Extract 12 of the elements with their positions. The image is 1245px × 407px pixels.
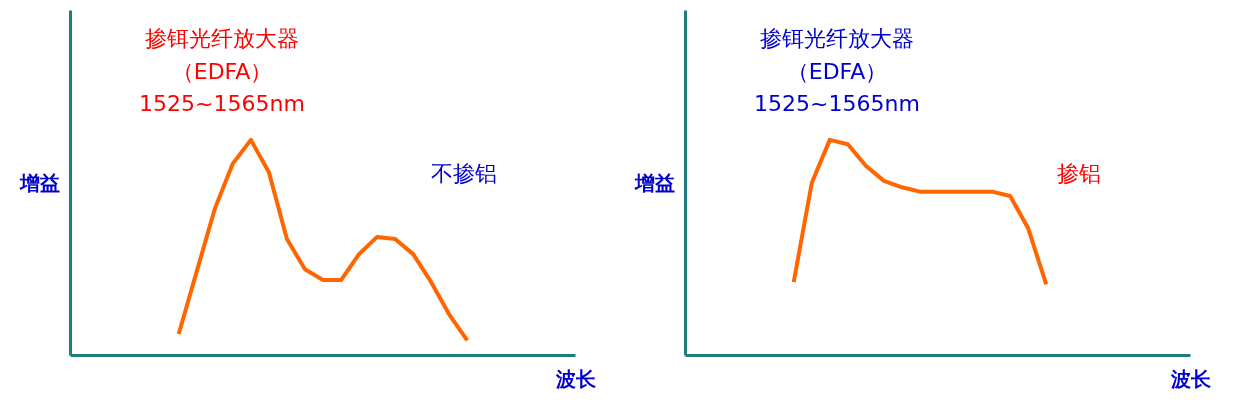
text: 1525~1565nm bbox=[139, 90, 305, 116]
chart-title: 掺铒光纤放大器 bbox=[760, 25, 914, 51]
text: 1525~1565nm bbox=[754, 90, 920, 116]
annotation: 掺铝 bbox=[1057, 160, 1102, 186]
chart-subtitle: （EDFA） bbox=[171, 58, 273, 84]
x-axis-title: 波长 bbox=[554, 366, 597, 391]
y-axis-title: 增益 bbox=[18, 171, 60, 195]
annotation: 不掺铝 bbox=[431, 160, 498, 186]
y-axis-title: 增益 bbox=[633, 171, 675, 195]
chart-subtitle: （EDFA） bbox=[786, 58, 888, 84]
chart-title: 掺铒光纤放大器 bbox=[145, 25, 299, 51]
x-axis-title: 波长 bbox=[1169, 366, 1212, 391]
